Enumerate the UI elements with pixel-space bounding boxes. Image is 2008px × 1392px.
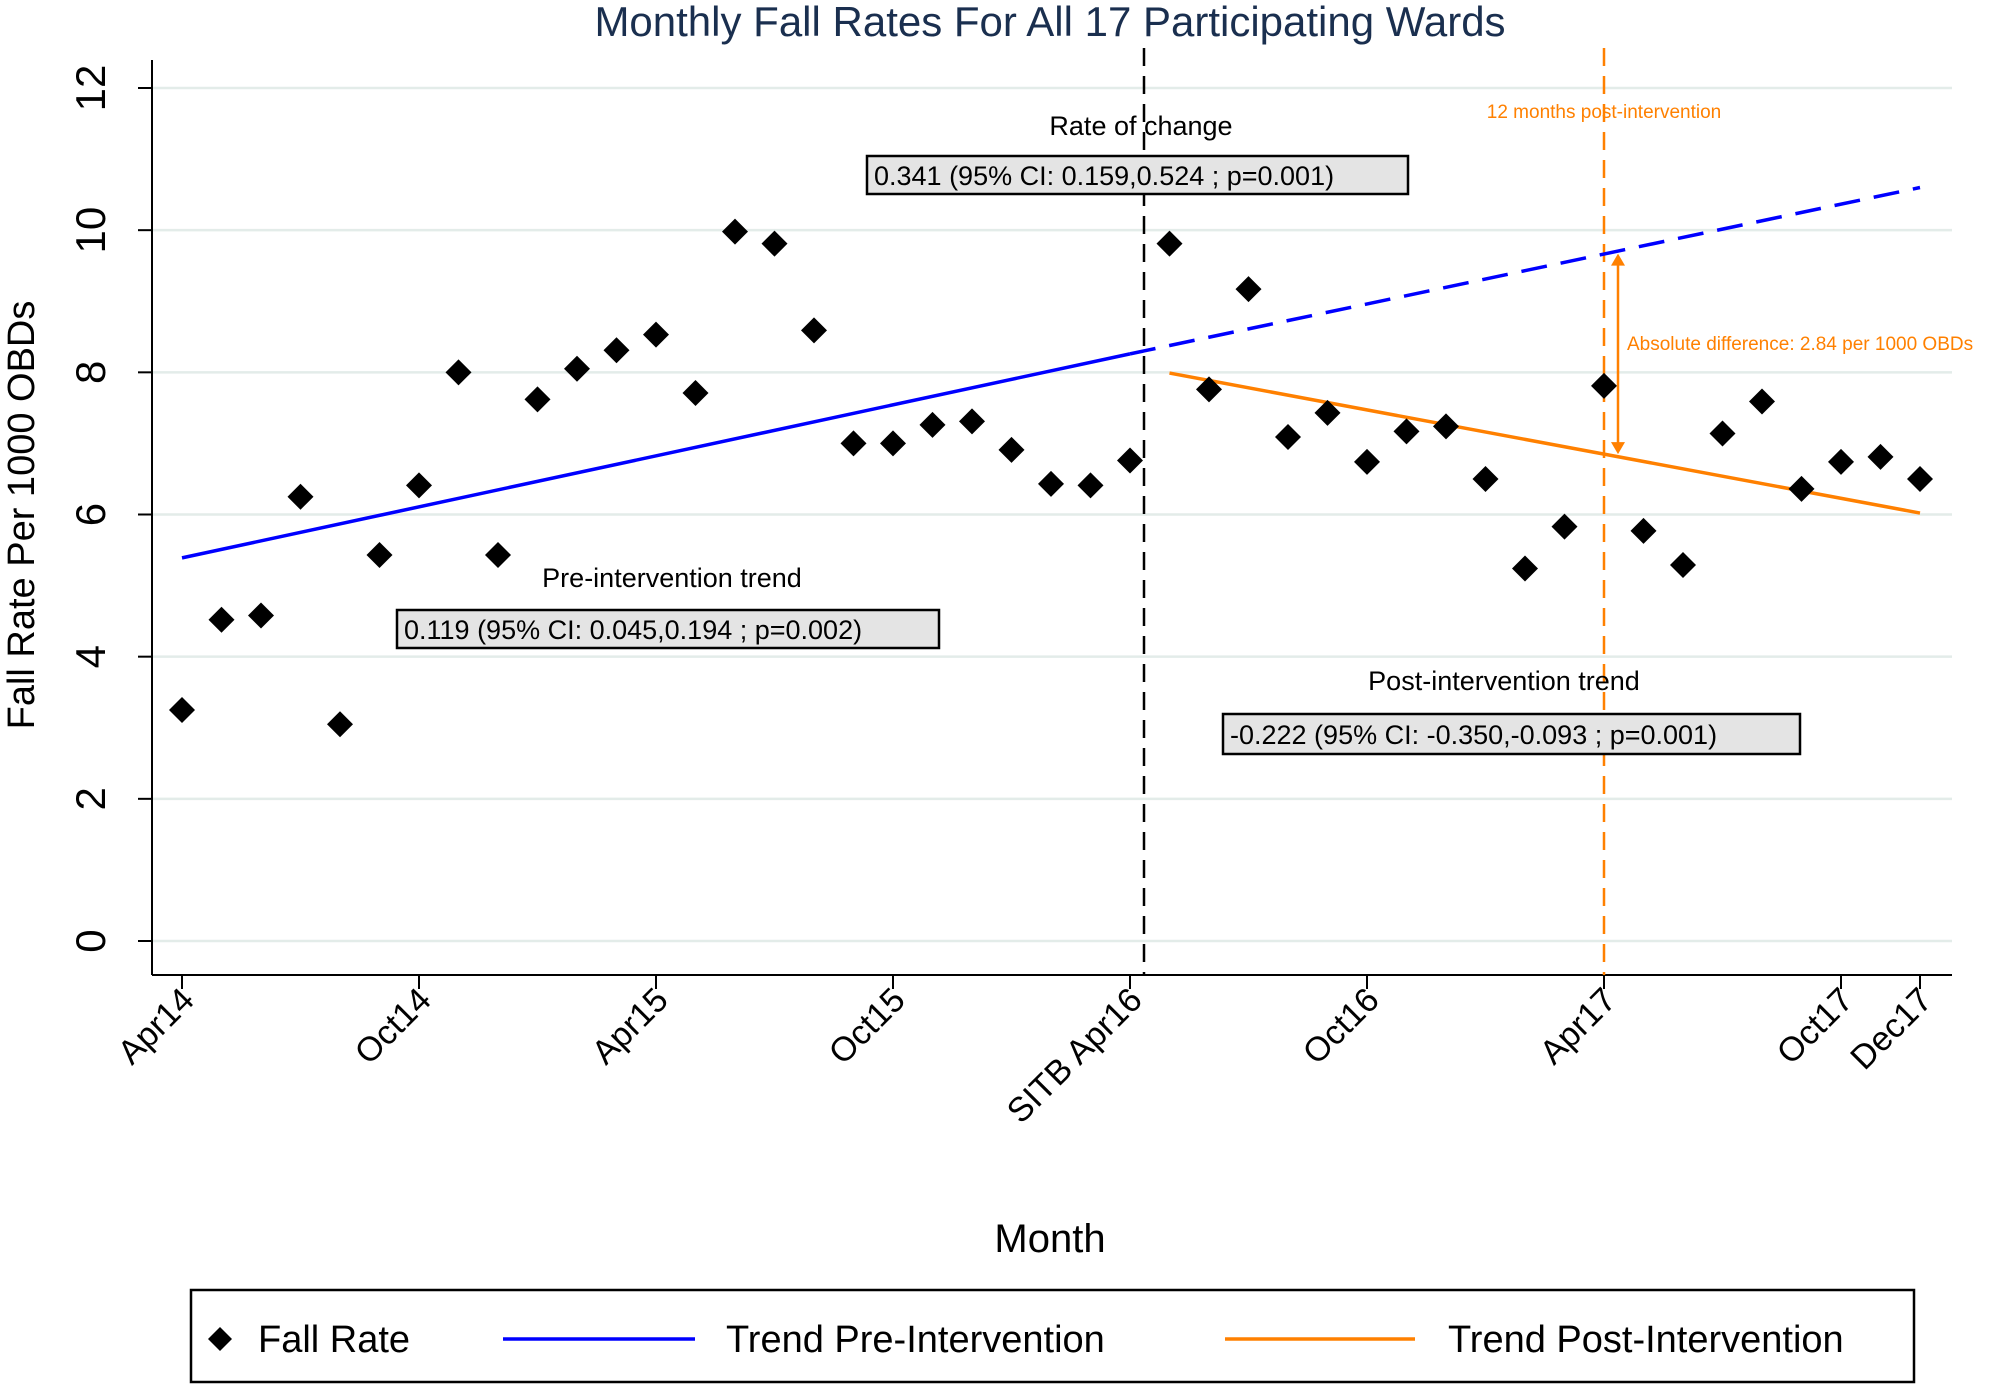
x-tick-label: Oct15 [822, 981, 913, 1072]
data-point [919, 411, 946, 438]
data-point [327, 711, 353, 738]
data-point [1591, 372, 1617, 399]
data-point [1630, 517, 1657, 544]
chart-title: Monthly Fall Rates For All 17 Participat… [594, 0, 1505, 45]
data-point [761, 230, 788, 257]
y-tick-label: 0 [67, 929, 114, 952]
data-point [169, 696, 195, 723]
data-point [1709, 420, 1736, 447]
data-point [564, 355, 590, 382]
data-point [880, 430, 906, 457]
data-point [287, 483, 314, 510]
data-point [445, 359, 472, 386]
data-point [1354, 448, 1380, 475]
x-tick-label: Dec17 [1843, 981, 1939, 1077]
data-point [801, 317, 827, 344]
annotation-heading: Rate of change [1049, 111, 1232, 141]
data-point [248, 602, 274, 629]
data-point [208, 606, 235, 633]
data-point [722, 218, 748, 245]
x-tick-label: Oct14 [348, 981, 439, 1072]
y-tick-label: 12 [67, 65, 114, 112]
legend-label: Trend Post-Intervention [1448, 1319, 1844, 1361]
x-tick-label: Apr14 [111, 981, 202, 1072]
annotation-text: -0.222 (95% CI: -0.350,-0.093 ; p=0.001) [1230, 720, 1717, 750]
data-point [1512, 555, 1538, 582]
annotation-box [865, 154, 1410, 196]
data-point [1828, 448, 1854, 475]
y-tick-label: 6 [67, 503, 114, 526]
annotation-text: 0.119 (95% CI: 0.045,0.194 ; p=0.002) [404, 615, 862, 645]
data-point [1788, 475, 1815, 502]
data-point [959, 408, 985, 435]
reference-line-label: 12 months post-intervention [1487, 102, 1721, 123]
projected-trend-line [1129, 185, 1921, 356]
data-point [1156, 230, 1183, 257]
x-tick-label: Apr17 [1533, 981, 1624, 1072]
legend-label: Trend Pre-Intervention [726, 1319, 1105, 1361]
difference-arrow-head [1611, 253, 1625, 266]
data-point [406, 472, 432, 499]
data-point [643, 321, 669, 348]
data-point [485, 542, 511, 569]
annotation-heading: Pre-intervention trend [542, 563, 802, 593]
x-tick-label: Oct17 [1770, 981, 1861, 1072]
data-point [1670, 551, 1696, 578]
data-point [1749, 388, 1775, 415]
x-axis-title: Month [994, 1217, 1105, 1261]
annotation-text: 0.341 (95% CI: 0.159,0.524 ; p=0.001) [874, 161, 1334, 191]
x-tick-label: Oct16 [1296, 981, 1387, 1072]
data-point [1867, 443, 1894, 470]
difference-label: Absolute difference: 2.84 per 1000 OBDs [1627, 334, 1973, 355]
data-point [840, 430, 867, 457]
x-tick-label: SITB Apr16 [1000, 981, 1150, 1131]
legend-box [189, 1288, 1916, 1384]
data-point [603, 337, 630, 364]
data-point [1196, 376, 1222, 403]
data-point [1077, 472, 1104, 499]
difference-arrow-head [1611, 442, 1625, 455]
annotation-heading: Post-intervention trend [1368, 666, 1640, 696]
y-tick-label: 8 [67, 361, 114, 384]
legend-label: Fall Rate [258, 1319, 410, 1361]
data-point [524, 386, 551, 413]
data-point [1235, 276, 1262, 303]
data-point [1314, 399, 1341, 426]
data-point [1117, 447, 1143, 474]
data-point [1551, 513, 1578, 540]
data-point [682, 379, 709, 406]
data-point [1393, 418, 1420, 445]
x-tick-label: Apr15 [585, 981, 676, 1072]
y-tick-label: 10 [67, 207, 114, 254]
data-point [1907, 465, 1933, 492]
legend-marker-fall-rate [208, 1327, 232, 1351]
data-point [366, 542, 393, 569]
y-axis-title: Fall Rate Per 1000 OBDs [1, 301, 43, 730]
annotation-box [395, 608, 941, 650]
data-point [998, 436, 1025, 463]
y-tick-label: 2 [67, 787, 114, 810]
trend-line [181, 352, 1131, 560]
y-tick-label: 4 [67, 645, 114, 668]
data-point [1472, 465, 1499, 492]
data-point [1038, 470, 1064, 497]
data-point [1275, 424, 1301, 451]
data-point [1433, 413, 1459, 440]
annotation-box [1221, 712, 1802, 756]
